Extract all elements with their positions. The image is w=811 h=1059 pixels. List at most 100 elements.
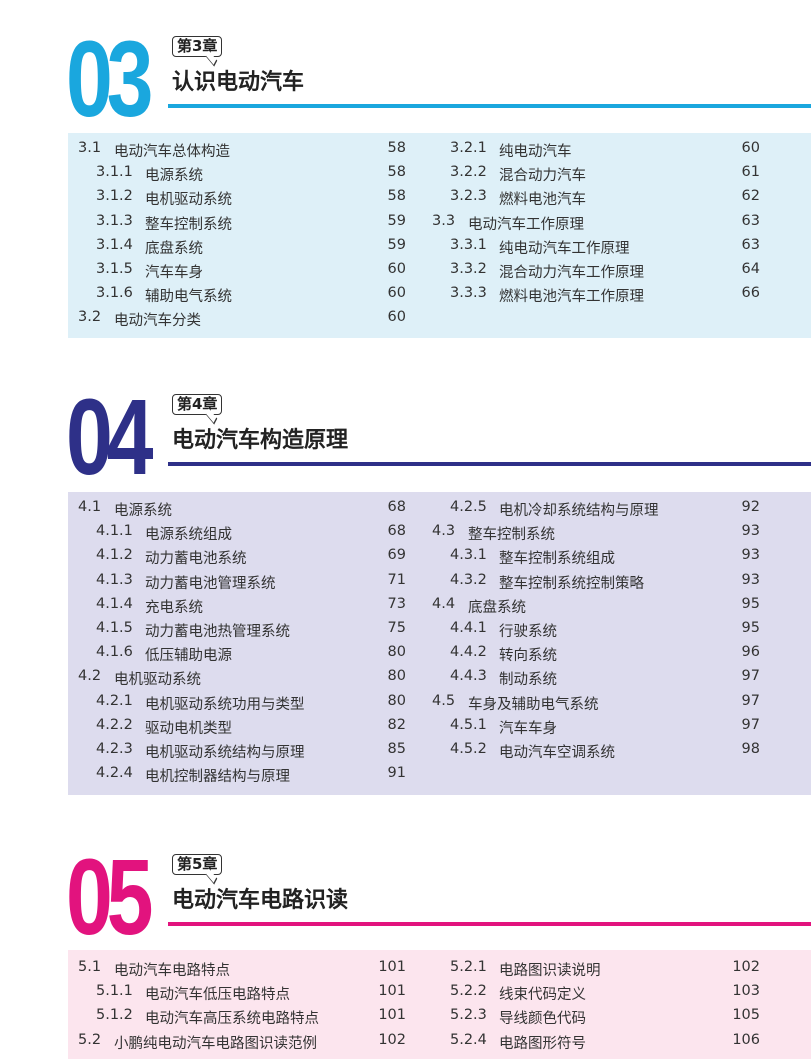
toc-entry[interactable]: 5.1.2 电动汽车高压系统电路特点 101	[78, 1007, 406, 1031]
entry-page: 80	[387, 692, 406, 709]
entry-page: 80	[387, 644, 406, 661]
toc-entry[interactable]: 4.3.2 整车控制系统控制策略 93	[432, 572, 760, 596]
toc-entry[interactable]: 4.2.2 驱动电机类型 82	[78, 717, 406, 741]
entry-title: 纯电动汽车工作原理	[499, 240, 630, 257]
toc-entry[interactable]: 3.3.1 纯电动汽车工作原理 63	[432, 237, 760, 261]
toc-entry[interactable]: 3.3.3 燃料电池汽车工作原理 66	[432, 285, 760, 309]
chapter-number: 05	[66, 836, 153, 957]
entry-page: 80	[387, 668, 406, 685]
toc-entry[interactable]: 3.1.6 辅助电气系统 60	[78, 285, 406, 309]
toc-entry[interactable]: 4.5.1 汽车车身 97	[432, 717, 760, 741]
toc-entry[interactable]: 5.2.4 电路图形符号 106	[432, 1032, 760, 1056]
entry-page: 102	[732, 959, 760, 975]
entry-title: 动力蓄电池系统	[145, 551, 247, 568]
entry-number: 4.5	[432, 692, 456, 709]
toc-entry[interactable]: 4.3.1 整车控制系统组成 93	[432, 547, 760, 571]
toc-entry[interactable]: 3.1 电动汽车总体构造 58	[78, 140, 406, 164]
chapter-badge: 第5章	[172, 854, 223, 875]
entry-page: 97	[741, 716, 760, 733]
entry-number: 4.4	[432, 595, 456, 612]
toc-entry[interactable]: 4.2.1 电机驱动系统功用与类型 80	[78, 693, 406, 717]
entry-title: 电机冷却系统结构与原理	[499, 503, 659, 519]
toc-entry[interactable]: 5.2.1 电路图识读说明 102	[432, 959, 760, 983]
toc-entry[interactable]: 4.2.3 电机驱动系统结构与原理 85	[78, 741, 406, 765]
entry-page: 73	[387, 595, 406, 612]
toc-entry[interactable]: 3.1.3 整车控制系统 59	[78, 213, 406, 237]
entry-title: 线束代码定义	[499, 987, 586, 1004]
entry-title: 电源系统组成	[145, 527, 232, 544]
entry-title: 混合动力汽车工作原理	[499, 265, 644, 281]
toc-entry[interactable]: 4.2.5 电机冷却系统结构与原理 92	[432, 499, 760, 523]
toc-entry[interactable]: 4.2 电机驱动系统 80	[78, 668, 406, 692]
entry-page: 95	[741, 620, 760, 636]
entry-title: 电动汽车分类	[114, 313, 201, 330]
entry-page: 97	[741, 692, 760, 709]
entry-number: 4.1	[78, 499, 102, 515]
entry-number: 4.4.3	[450, 668, 487, 685]
entry-number: 5.1.2	[96, 1007, 133, 1024]
toc-entry[interactable]: 3.2.1 纯电动汽车 60	[432, 140, 760, 164]
toc-entry[interactable]: 4.1.1 电源系统组成 68	[78, 523, 406, 547]
toc-entry[interactable]: 3.3 电动汽车工作原理 63	[432, 213, 760, 237]
toc-entry[interactable]: 4.1.5 动力蓄电池热管理系统 75	[78, 620, 406, 644]
entry-page: 93	[741, 523, 760, 540]
entry-title: 电动汽车总体构造	[114, 144, 230, 160]
entry-page: 93	[741, 571, 760, 588]
entry-title: 车身及辅助电气系统	[468, 696, 599, 713]
toc-entry[interactable]: 4.1.3 动力蓄电池管理系统 71	[78, 572, 406, 596]
entry-number: 3.1.3	[96, 212, 133, 229]
entry-title: 汽车车身	[499, 720, 557, 737]
toc-entry[interactable]: 5.1.1 电动汽车低压电路特点 101	[78, 983, 406, 1007]
entry-page: 91	[387, 765, 406, 782]
toc-entry[interactable]: 4.4.3 制动系统 97	[432, 668, 760, 692]
toc-entry[interactable]: 3.1.4 底盘系统 59	[78, 237, 406, 261]
entry-title: 混合动力汽车	[499, 168, 586, 185]
entry-title: 电源系统	[145, 168, 203, 185]
toc-entry[interactable]: 4.5 车身及辅助电气系统 97	[432, 693, 760, 717]
toc-entry[interactable]: 4.1.2 动力蓄电池系统 69	[78, 547, 406, 571]
entry-title: 整车控制系统控制策略	[499, 575, 644, 592]
entry-title: 转向系统	[499, 648, 557, 665]
entry-number: 3.3.2	[450, 261, 487, 277]
entry-number: 4.3	[432, 523, 456, 540]
toc-entry[interactable]: 4.4.1 行驶系统 95	[432, 620, 760, 644]
entry-title: 电机驱动系统功用与类型	[145, 696, 305, 713]
toc-entry[interactable]: 4.5.2 电动汽车空调系统 98	[432, 741, 760, 765]
toc-entry[interactable]: 4.4.2 转向系统 96	[432, 644, 760, 668]
entry-title: 底盘系统	[145, 240, 203, 257]
toc-entry[interactable]: 5.2.2 线束代码定义 103	[432, 983, 760, 1007]
entry-title: 燃料电池汽车	[499, 192, 586, 209]
toc-entry[interactable]: 3.1.5 汽车车身 60	[78, 261, 406, 285]
toc-entry[interactable]: 3.2 电动汽车分类 60	[78, 309, 406, 333]
toc-entry[interactable]: 3.1.1 电源系统 58	[78, 164, 406, 188]
entry-title: 电路图形符号	[499, 1035, 586, 1052]
toc-entry[interactable]: 3.2.2 混合动力汽车 61	[432, 164, 760, 188]
toc-entry[interactable]: 4.1.4 充电系统 73	[78, 596, 406, 620]
chapter-header: 04 第4章 电动汽车构造原理	[0, 383, 811, 491]
toc-entry[interactable]: 4.3 整车控制系统 93	[432, 523, 760, 547]
entry-number: 4.1.4	[96, 595, 133, 612]
toc-entry[interactable]: 3.3.2 混合动力汽车工作原理 64	[432, 261, 760, 285]
entry-page: 103	[732, 983, 760, 1000]
toc-entry[interactable]: 4.1 电源系统 68	[78, 499, 406, 523]
entry-page: 60	[387, 261, 406, 277]
toc-entry[interactable]: 4.4 底盘系统 95	[432, 596, 760, 620]
toc-entry[interactable]: 5.2 小鹏纯电动汽车电路图识读范例 102	[78, 1032, 406, 1056]
entry-number: 4.3.1	[450, 547, 487, 564]
toc-entry[interactable]: 3.2.3 燃料电池汽车 62	[432, 188, 760, 212]
toc-entry[interactable]: 4.2.4 电机控制器结构与原理 91	[78, 765, 406, 789]
entry-number: 4.2.5	[450, 499, 487, 515]
toc-entry[interactable]: 4.1.6 低压辅助电源 80	[78, 644, 406, 668]
chapter-rule	[168, 462, 811, 466]
toc-entry[interactable]: 5.1 电动汽车电路特点 101	[78, 959, 406, 983]
entry-number: 5.2.2	[450, 983, 487, 1000]
entry-title: 燃料电池汽车工作原理	[499, 289, 644, 306]
entry-page: 58	[387, 188, 406, 205]
entry-number: 4.1.3	[96, 571, 133, 588]
toc-entry[interactable]: 5.2.3 导线颜色代码 105	[432, 1007, 760, 1031]
entry-number: 4.1.2	[96, 547, 133, 564]
entry-title: 电机驱动系统	[114, 672, 201, 689]
entry-title: 整车控制系统	[145, 216, 232, 233]
toc-entry[interactable]: 3.1.2 电机驱动系统 58	[78, 188, 406, 212]
